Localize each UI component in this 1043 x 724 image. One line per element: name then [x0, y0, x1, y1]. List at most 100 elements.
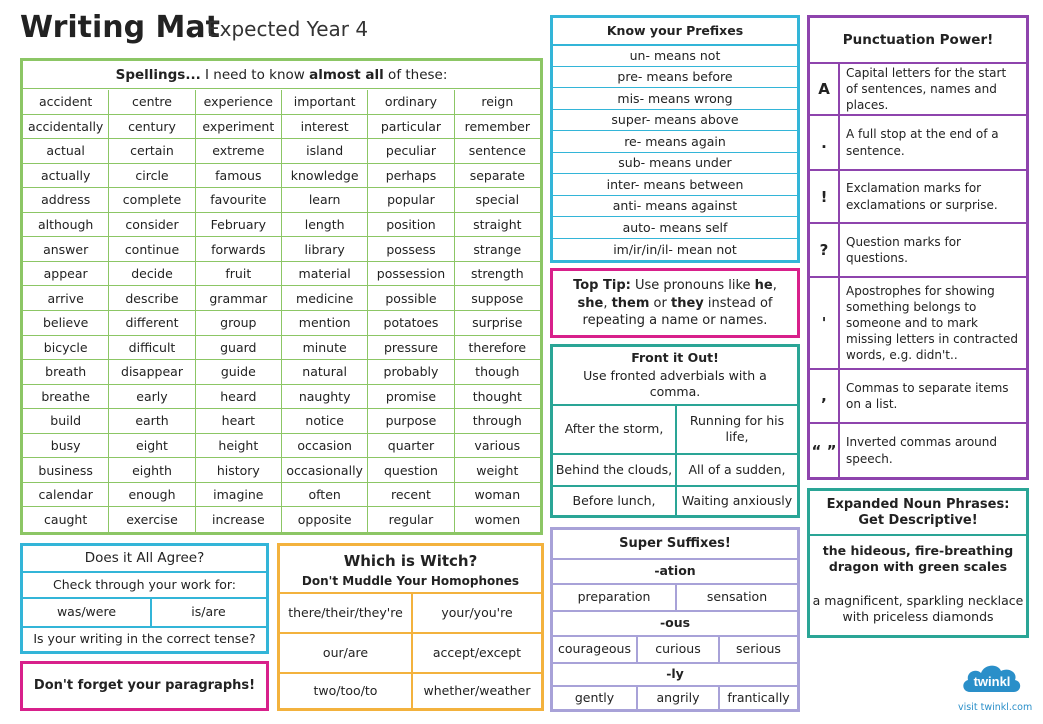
- spelling-word: imagine: [195, 482, 282, 508]
- punctuation-symbol: A: [810, 64, 840, 114]
- toptip-or: or: [649, 295, 671, 311]
- spellings-row: although consider February length position st…: [23, 212, 540, 238]
- agree-check-text: Check through your work for:: [53, 576, 236, 592]
- punctuation-symbol: ,: [810, 370, 840, 422]
- twinkl-url[interactable]: visit twinkl.com: [958, 702, 1033, 713]
- paragraphs-panel: Don't forget your paragraphs!: [20, 661, 269, 711]
- spelling-word: strange: [454, 237, 540, 262]
- spellings-row: business eighth history occasionally questio…: [23, 458, 540, 483]
- spellings-row: appear decide fruit material possession stren…: [23, 261, 540, 287]
- fronted-cell: Waiting anxiously: [681, 492, 793, 508]
- punctuation-row: ' Apostrophes for showing something belon…: [810, 278, 1026, 370]
- spelling-word: occasion: [281, 433, 369, 459]
- punctuation-row: “ ” Inverted commas around speech.: [810, 424, 1026, 477]
- spelling-word: history: [195, 458, 282, 483]
- spelling-word: island: [281, 139, 369, 164]
- spellings-heading-bold: Spellings...: [115, 67, 201, 83]
- spelling-word: caught: [23, 507, 110, 532]
- page-title: Writing Mat: [20, 10, 220, 45]
- punctuation-symbol: ?: [810, 224, 840, 276]
- spelling-word: decide: [109, 261, 196, 287]
- spelling-word: library: [281, 237, 369, 262]
- spelling-word: occasionally: [281, 458, 369, 483]
- spellings-row: arrive describe grammar medicine possible sup…: [23, 286, 540, 311]
- spelling-word: circle: [109, 163, 196, 189]
- spelling-word: busy: [23, 433, 110, 459]
- spelling-word: favourite: [195, 188, 282, 213]
- spelling-word: exercise: [109, 507, 196, 532]
- spelling-word: special: [454, 188, 540, 213]
- toptip-text: Top Tip: Use pronouns like he, she, them…: [557, 277, 793, 330]
- spelling-word: material: [281, 261, 369, 287]
- homophones-title: Which is Witch?: [343, 551, 478, 570]
- noun-phrase-example: the hideous, fire-breathing dragon with …: [822, 543, 1014, 574]
- homophone-cell: whether/weather: [423, 682, 531, 698]
- spelling-word: perhaps: [368, 163, 455, 189]
- prefix-item: sub- means under: [553, 153, 797, 174]
- suffix-word: courageous: [558, 641, 631, 657]
- spelling-word: extreme: [195, 139, 282, 164]
- punctuation-symbol: ': [810, 278, 840, 368]
- spellings-row: address complete favourite learn popular spec…: [23, 188, 540, 213]
- spellings-heading-mid: I need to know: [200, 67, 310, 83]
- spelling-word: various: [454, 434, 540, 459]
- spelling-word: possess: [368, 237, 455, 262]
- noun-phrases-panel: Expanded Noun Phrases: Get Descriptive! …: [807, 488, 1029, 638]
- agree-is-are: is/are: [191, 604, 226, 620]
- homophone-cell: our/are: [322, 644, 369, 660]
- spelling-word: certain: [109, 139, 196, 164]
- spellings-row: calendar enough imagine often recent woman: [23, 482, 540, 508]
- spelling-word: length: [281, 212, 369, 238]
- spellings-heading-end: of these:: [383, 67, 448, 83]
- spelling-word: position: [368, 212, 455, 238]
- spellings-row: breathe early heard naughty promise thought: [23, 384, 540, 410]
- homophone-cell: two/too/to: [313, 682, 378, 698]
- fronted-subtitle: Use fronted adverbials with a comma.: [583, 368, 767, 399]
- spelling-word: popular: [368, 188, 455, 213]
- spelling-word: calendar: [23, 482, 110, 508]
- spellings-row: believe different group mention potatoes surp…: [23, 311, 540, 336]
- spelling-word: therefore: [454, 336, 540, 361]
- toptip-them: them: [611, 295, 650, 311]
- spelling-word: different: [109, 311, 196, 336]
- homophones-panel: Which is Witch? Don't Muddle Your Homoph…: [277, 543, 544, 711]
- fronted-panel: Front it Out! Use fronted adverbials wit…: [550, 344, 800, 518]
- spelling-word: group: [195, 311, 282, 336]
- punctuation-title: Punctuation Power!: [842, 31, 994, 48]
- spellings-row: breath disappear guide natural probably thoug…: [23, 360, 540, 385]
- spelling-word: sentence: [454, 139, 540, 164]
- spellings-panel: Spellings... I need to know almost all o…: [20, 58, 543, 535]
- prefixes-title: Know your Prefixes: [606, 23, 744, 39]
- spelling-word: woman: [454, 483, 540, 508]
- twinkl-logo-text: twinkl: [974, 674, 1011, 689]
- punctuation-description: Inverted commas around speech.: [846, 435, 998, 466]
- spelling-word: height: [195, 433, 282, 459]
- punctuation-description: Question marks for questions.: [846, 234, 961, 265]
- noun-phrase-example: a magnificent, sparkling necklace with p…: [812, 593, 1024, 624]
- twinkl-logo: twinkl: [963, 665, 1021, 692]
- spelling-word: eighth: [109, 458, 196, 483]
- fronted-cell: Running for his life,: [689, 413, 785, 444]
- prefix-item: pre- means before: [553, 67, 797, 88]
- suffix-word: angrily: [656, 689, 700, 705]
- agree-tense-question: Is your writing in the correct tense?: [33, 631, 256, 647]
- spelling-word: enough: [109, 482, 196, 508]
- spelling-word: pressure: [368, 335, 455, 361]
- fronted-title: Front it Out!: [631, 350, 719, 366]
- spelling-word: February: [195, 212, 282, 238]
- spelling-word: difficult: [109, 335, 196, 361]
- homophone-cell: your/you're: [441, 604, 513, 620]
- suffix-ation: -ation: [654, 563, 696, 579]
- spelling-word: actually: [23, 163, 110, 189]
- spelling-word: purpose: [368, 409, 455, 434]
- punctuation-panel: Punctuation Power! A Capital letters for …: [807, 15, 1029, 480]
- paragraphs-reminder: Don't forget your paragraphs!: [33, 677, 256, 693]
- homophones-subtitle: Don't Muddle Your Homophones: [301, 573, 520, 588]
- toptip-label: Top Tip:: [573, 278, 631, 293]
- spelling-word: learn: [281, 188, 369, 213]
- punctuation-symbol: !: [810, 171, 840, 222]
- suffix-word: preparation: [577, 589, 651, 605]
- spelling-word: complete: [109, 188, 196, 213]
- spelling-word: though: [454, 360, 540, 385]
- punctuation-row: A Capital letters for the start of senten…: [810, 64, 1026, 116]
